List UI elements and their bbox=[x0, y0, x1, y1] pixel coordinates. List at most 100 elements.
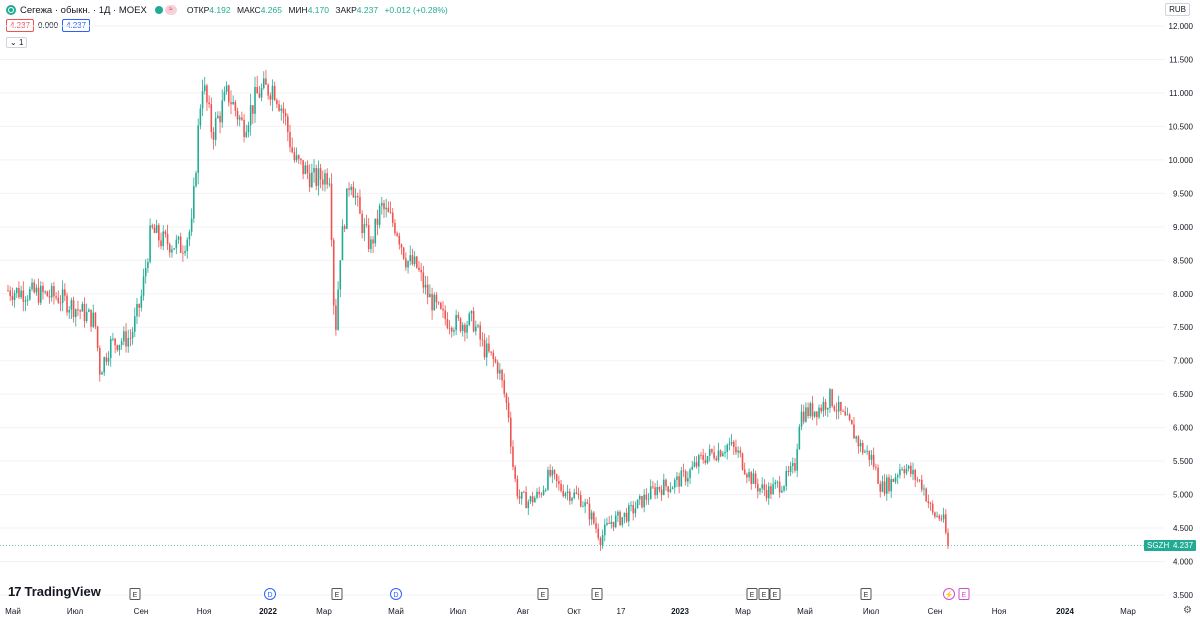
indicators-toggle[interactable]: ⌄ 1 bbox=[6, 37, 28, 48]
currency-button[interactable]: RUB bbox=[1165, 3, 1190, 16]
candle-body bbox=[910, 465, 912, 475]
y-tick-label: 5.000 bbox=[1173, 491, 1194, 500]
x-tick-label: Авг bbox=[517, 607, 530, 616]
candle-body bbox=[472, 311, 475, 332]
candle-body bbox=[875, 466, 877, 468]
candle-body bbox=[450, 328, 453, 332]
candle-body bbox=[29, 289, 31, 300]
candle-body bbox=[188, 231, 191, 240]
candle-body bbox=[352, 186, 355, 198]
candle-body bbox=[59, 302, 62, 304]
candle-body bbox=[851, 419, 853, 425]
candle-body bbox=[509, 417, 512, 447]
candle-body bbox=[411, 255, 414, 265]
candle-body bbox=[938, 515, 941, 519]
candle-body bbox=[31, 282, 33, 290]
candle-body bbox=[269, 95, 272, 100]
candle-body bbox=[252, 105, 254, 114]
candle-body bbox=[678, 476, 680, 487]
candle-body bbox=[584, 502, 586, 507]
candle-body bbox=[324, 173, 326, 185]
candle-body bbox=[905, 468, 908, 474]
candle-body bbox=[540, 493, 543, 495]
candle-body bbox=[614, 515, 617, 528]
x-tick-label: Окт bbox=[567, 607, 581, 616]
candle-body bbox=[453, 330, 455, 332]
candle-body bbox=[175, 239, 178, 249]
candle-body bbox=[359, 196, 361, 214]
candle-body bbox=[791, 463, 794, 467]
x-tick-label: Сен bbox=[928, 607, 943, 616]
candle-body bbox=[212, 131, 215, 140]
x-tick-label: Мар bbox=[735, 607, 751, 616]
candle-body bbox=[448, 327, 451, 329]
candle-body bbox=[123, 331, 125, 342]
candle-body bbox=[319, 168, 322, 180]
tradingview-logo-icon: ⁠17 bbox=[8, 584, 22, 599]
change-value: +0.012 (+0.28%) bbox=[384, 5, 448, 15]
candle-body bbox=[621, 517, 624, 526]
candle-body bbox=[700, 455, 702, 456]
candle-body bbox=[942, 514, 945, 520]
candle-body bbox=[656, 487, 659, 496]
candle-body bbox=[227, 85, 230, 103]
candle-body bbox=[304, 165, 307, 175]
low-label: МИН bbox=[288, 5, 308, 15]
candle-body bbox=[387, 207, 390, 213]
candle-body bbox=[593, 512, 595, 524]
candle-body bbox=[479, 325, 481, 340]
candle-body bbox=[74, 309, 77, 318]
status-pill[interactable]: ≈ bbox=[154, 5, 177, 15]
candle-body bbox=[166, 234, 169, 245]
candle-body bbox=[94, 312, 97, 327]
candle-body bbox=[488, 343, 490, 352]
candle-body bbox=[496, 362, 499, 374]
candle-body bbox=[796, 449, 798, 471]
bid-ask-row: 4.237 0.000 4.237 bbox=[6, 19, 91, 32]
earnings-marker bbox=[769, 588, 781, 600]
grid bbox=[0, 25, 1165, 596]
candle-body bbox=[308, 173, 311, 188]
candle-body bbox=[877, 467, 879, 484]
candle-body bbox=[907, 465, 910, 469]
candle-body bbox=[654, 487, 656, 496]
sell-price-button[interactable]: 4.237 bbox=[6, 19, 35, 32]
candle-body bbox=[800, 411, 803, 427]
x-tick-label: 2024 bbox=[1056, 607, 1074, 616]
candle-body bbox=[544, 489, 547, 491]
candle-body bbox=[171, 249, 173, 253]
candle-body bbox=[816, 411, 818, 418]
buy-price-button[interactable]: 4.237 bbox=[62, 19, 91, 32]
candle-body bbox=[433, 294, 436, 311]
candle-body bbox=[687, 478, 689, 482]
tradingview-logo[interactable]: ⁠17 TradingView bbox=[8, 584, 101, 599]
candle-body bbox=[870, 454, 873, 460]
candle-body bbox=[9, 290, 11, 297]
candle-body bbox=[64, 289, 66, 296]
open-label: ОТКР bbox=[186, 5, 210, 15]
candle-body bbox=[947, 532, 949, 546]
candle-body bbox=[297, 155, 300, 159]
candle-body bbox=[645, 494, 648, 500]
earnings-marker bbox=[591, 588, 603, 600]
symbol-title[interactable]: Сегежа · обыкн. · 1Д · MOEX bbox=[20, 4, 147, 16]
candle-body bbox=[44, 291, 46, 293]
candle-body bbox=[848, 414, 851, 420]
candle-body bbox=[33, 282, 36, 293]
x-tick-label: Ноя bbox=[992, 607, 1007, 616]
candle-body bbox=[566, 491, 569, 494]
candle-body bbox=[20, 290, 22, 298]
event-marker-label: E bbox=[864, 592, 869, 599]
candle-body bbox=[516, 478, 519, 497]
candle-body bbox=[682, 470, 685, 472]
gear-icon[interactable]: ⚙ bbox=[1183, 605, 1192, 616]
candle-body bbox=[728, 443, 731, 445]
candle-body bbox=[208, 102, 210, 105]
candle-body bbox=[920, 479, 923, 490]
candle-body bbox=[230, 102, 232, 105]
candle-body bbox=[859, 442, 862, 447]
candle-body bbox=[586, 502, 589, 504]
candle-body bbox=[807, 407, 809, 416]
candle-body bbox=[335, 305, 337, 330]
